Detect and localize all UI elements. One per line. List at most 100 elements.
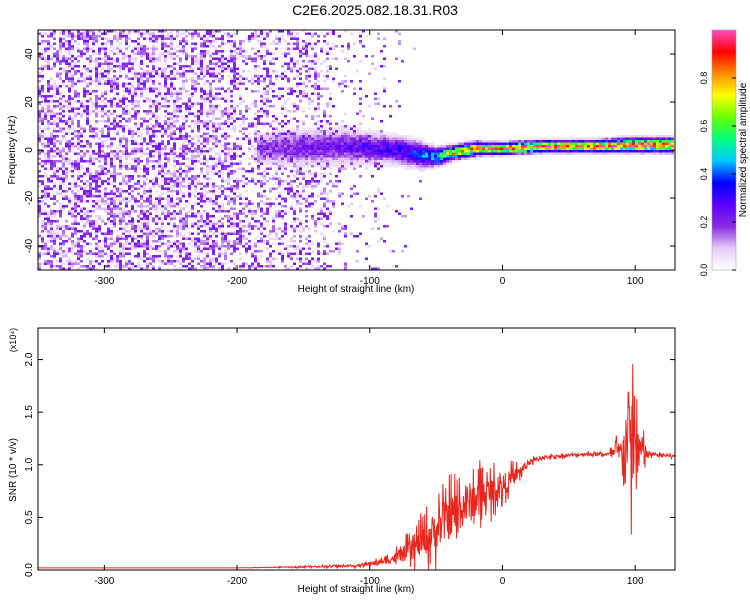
spectrogram-cell (140, 132, 143, 135)
spectrogram-cell (281, 72, 284, 75)
spectrogram-cell (239, 145, 242, 148)
spectrogram-cell (305, 77, 308, 80)
spectrogram-cell (188, 105, 191, 108)
spectrogram-cell (269, 202, 272, 205)
spectrogram-cell (305, 55, 308, 58)
spectrogram-cell (287, 140, 290, 143)
spectrogram-cell (239, 110, 242, 113)
spectrogram-cell (302, 135, 305, 138)
spectrogram-cell (245, 190, 248, 193)
spectrogram-cell (203, 42, 206, 45)
spectrogram-cell (278, 75, 281, 78)
spectrogram-cell (230, 82, 233, 85)
spectrogram-cell (113, 185, 116, 188)
spectrogram-cell (233, 112, 236, 115)
spectrogram-cell (254, 67, 257, 70)
spectrogram-cell (278, 160, 281, 163)
spectrogram-cell (95, 75, 98, 78)
spectrogram-cell (122, 197, 125, 200)
spectrogram-cell (98, 262, 101, 265)
spectrogram-cell (215, 57, 218, 60)
spectrogram-cell (83, 92, 86, 95)
spectrogram-cell (44, 167, 47, 170)
spectrogram-cell (74, 165, 77, 168)
spectrogram-cell (224, 197, 227, 200)
spectrogram-cell (296, 105, 299, 108)
spectrogram-cell (311, 47, 314, 50)
spectrogram-cell (41, 237, 44, 240)
spectrogram-cell (179, 212, 182, 215)
spectrogram-cell (320, 127, 323, 130)
spectrogram-cell (197, 247, 200, 250)
spectrogram-cell (92, 42, 95, 45)
spectrogram-cell (68, 142, 71, 145)
spectrogram-cell (326, 105, 329, 108)
spectrogram-cell (107, 117, 110, 120)
spectrogram-cell (296, 192, 299, 195)
spectrogram-cell (248, 80, 251, 83)
spectrogram-cell (203, 242, 206, 245)
spectrogram-cell (83, 245, 86, 248)
spectrogram-cell (47, 247, 50, 250)
spectrogram-cell (173, 242, 176, 245)
spectrogram-cell (68, 162, 71, 165)
spectrogram-cell (305, 237, 308, 240)
spectrogram-cell (281, 142, 284, 145)
spectrogram-cell (80, 145, 83, 148)
spectrogram-cell (314, 132, 317, 135)
spectrogram-cell (119, 30, 122, 33)
spectrogram-cell (56, 250, 59, 253)
spectrogram-cell (227, 120, 230, 123)
spectrogram-cell (101, 232, 104, 235)
spectrogram-cell (296, 267, 299, 270)
spectrogram-cell (65, 70, 68, 73)
spectrogram-cell (320, 265, 323, 268)
spectrogram-cell (65, 152, 68, 155)
spectrogram-cell (161, 37, 164, 40)
spectrogram-cell (257, 90, 260, 93)
spectrogram-cell (143, 210, 146, 213)
spectrogram-cell (167, 37, 170, 40)
spectrogram-cell (122, 265, 125, 268)
spectrogram-cell (146, 265, 149, 268)
spectrogram-cell (320, 137, 323, 140)
spectrogram-cell (230, 117, 233, 120)
spectrogram-cell (38, 102, 41, 105)
spectrogram-cell (203, 50, 206, 53)
spectrogram-cell (140, 35, 143, 38)
spectrogram-cell (113, 120, 116, 123)
spectrogram-cell (239, 117, 242, 120)
spectrogram-cell (287, 155, 290, 158)
spectrogram-cell (194, 245, 197, 248)
spectrogram-cell (155, 175, 158, 178)
spectrogram-cell (170, 242, 173, 245)
spectrogram-cell (59, 32, 62, 35)
spectrogram-cell (320, 157, 323, 160)
spectrogram-cell (251, 262, 254, 265)
spectrogram-cell (221, 162, 224, 165)
spectrogram-cell (248, 70, 251, 73)
spectrogram-cell (191, 82, 194, 85)
spectrogram-cell (263, 177, 266, 180)
spectrogram-cell (89, 55, 92, 58)
spectrogram-cell (206, 197, 209, 200)
spectrogram-cell (149, 97, 152, 100)
spectrogram-cell (80, 160, 83, 163)
spectrogram-cell (164, 110, 167, 113)
spectrogram-cell (281, 217, 284, 220)
spectrogram-cell (326, 132, 329, 135)
spectrogram-cell (197, 82, 200, 85)
spectrogram-cell (266, 132, 269, 135)
spectrogram-cell (206, 185, 209, 188)
spectrogram-cell (314, 77, 317, 80)
spectrogram-cell (131, 262, 134, 265)
spectrogram-cell (242, 47, 245, 50)
spectrogram-cell (194, 190, 197, 193)
spectrogram-cell (290, 42, 293, 45)
spectrogram-cell (101, 45, 104, 48)
spectrogram-cell (239, 125, 242, 128)
spectrogram-cell (95, 200, 98, 203)
spectrogram-cell (269, 245, 272, 248)
spectrogram-cell (68, 262, 71, 265)
spectrogram-cell (269, 167, 272, 170)
